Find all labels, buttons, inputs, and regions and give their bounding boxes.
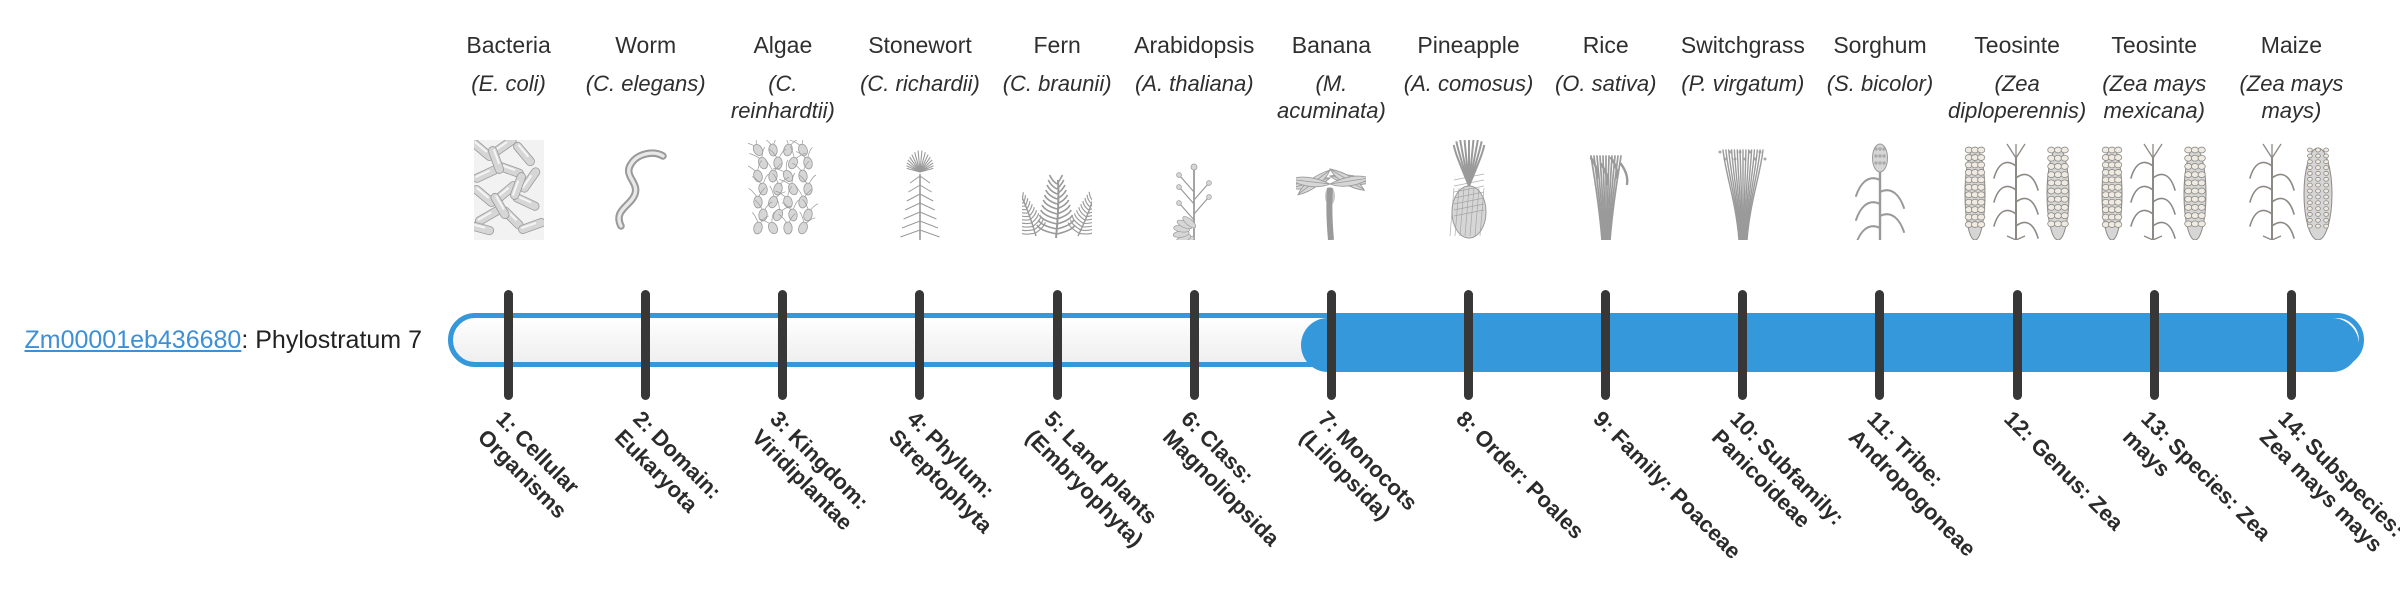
species-common-name: Teosinte	[1974, 32, 2060, 58]
species-latin-name: (C. richardii)	[860, 71, 980, 96]
rice-illustration	[1537, 130, 1674, 240]
teosinte-illustration	[1949, 130, 2086, 240]
species-common-name: Bacteria	[466, 32, 551, 58]
species-column: Switchgrass (P. virgatum)	[1674, 30, 1811, 300]
species-latin-name: (Zea diploperennis)	[1948, 71, 2087, 123]
progress-fill	[1300, 318, 2359, 372]
species-column: Teosinte (Zea diploperennis)	[1948, 30, 2087, 300]
species-latin-name: (E. coli)	[471, 71, 546, 96]
stratum-cell: 10: Subfamily: Panicoideae	[1674, 400, 1849, 580]
fern-illustration	[989, 130, 1126, 240]
worm-illustration	[577, 130, 714, 240]
species-common-name: Rice	[1582, 32, 1629, 58]
species-common-name: Pineapple	[1417, 32, 1520, 58]
species-latin-name: (S. bicolor)	[1826, 71, 1934, 96]
species-column: Banana (M. acuminata)	[1263, 30, 1400, 300]
species-common-name: Worm	[615, 32, 677, 58]
algae-illustration	[714, 130, 851, 240]
stratum-label-row: 1: Cellular Organisms 2: Domain: Eukaryot…	[440, 400, 2400, 580]
pineapple-illustration	[1400, 130, 1537, 240]
species-common-name: Stonewort	[868, 32, 972, 58]
species-common-name: Maize	[2260, 32, 2323, 58]
teosinte-illustration	[2086, 130, 2223, 240]
species-column: Worm (C. elegans)	[577, 30, 714, 300]
banana-illustration	[1263, 130, 1400, 240]
species-column: Fern (C. braunii)	[989, 30, 1126, 300]
species-latin-name: (A. comosus)	[1403, 71, 1534, 96]
stratum-cell: 2: Domain: Eukaryota	[577, 400, 726, 580]
species-column: Pineapple (A. comosus)	[1400, 30, 1537, 300]
stratum-cell: 3: Kingdom: Viridiplantae	[714, 400, 874, 580]
species-header-row: Bacteria (E. coli) Worm (C. elegans) Algae (C…	[440, 30, 2360, 300]
stratum-cell: 4: Phylum: Streptophyta	[851, 400, 1000, 580]
species-latin-name: (Zea mays mays)	[2239, 71, 2344, 123]
arabidopsis-illustration	[1126, 130, 1263, 240]
species-column: Arabidopsis (A. thaliana)	[1126, 30, 1263, 300]
species-latin-name: (C. elegans)	[585, 71, 706, 96]
species-column: Bacteria (E. coli)	[440, 30, 577, 300]
species-latin-name: (A. thaliana)	[1134, 71, 1254, 96]
species-common-name: Banana	[1291, 32, 1372, 58]
species-column: Maize (Zea mays mays)	[2223, 30, 2360, 300]
species-latin-name: (C. reinhardtii)	[730, 71, 835, 123]
switchgrass-illustration	[1674, 130, 1811, 240]
species-latin-name: (O. sativa)	[1554, 71, 1657, 96]
stonewort-illustration	[851, 130, 988, 240]
species-latin-name: (C. braunii)	[1002, 71, 1112, 96]
bacteria-illustration	[440, 130, 577, 240]
maize-illustration	[2223, 130, 2360, 240]
species-column: Algae (C. reinhardtii)	[714, 30, 851, 300]
species-common-name: Fern	[1033, 32, 1081, 58]
stratum-cell: 7: Monocots (Liliopsida)	[1263, 400, 1423, 580]
stratum-cell: 1: Cellular Organisms	[440, 400, 584, 580]
species-common-name: Teosinte	[2111, 32, 2198, 58]
stratum-cell: 14: Subspecies: Zea mays mays	[2223, 400, 2400, 580]
progress-track	[448, 313, 2364, 372]
species-latin-name: (Zea mays mexicana)	[2102, 71, 2207, 123]
species-latin-name: (P. virgatum)	[1681, 71, 1805, 96]
species-common-name: Arabidopsis	[1134, 32, 1255, 58]
species-column: Rice (O. sativa)	[1537, 30, 1674, 300]
species-common-name: Switchgrass	[1680, 32, 1805, 58]
gene-phylostratum-label: Zm00001eb436680: Phylostratum 7	[0, 325, 440, 355]
phylostratum-value: Phylostratum 7	[255, 326, 422, 354]
stratum-cell: 11: Tribe: Andropogoneae	[1811, 400, 1981, 580]
stratum-cell: 6: Class: Magnoliopsida	[1126, 400, 1285, 580]
gene-label-separator: :	[241, 326, 256, 354]
stratum-cell: 8: Order: Poales	[1400, 400, 1589, 580]
species-column: Teosinte (Zea mays mexicana)	[2086, 30, 2223, 300]
stratum-cell: 9: Family: Poaceae	[1537, 400, 1746, 580]
stratum-cell: 5: Land plants (Embryophyta)	[989, 400, 1163, 580]
species-column: Sorghum (S. bicolor)	[1811, 30, 1948, 300]
sorghum-illustration	[1811, 130, 1948, 240]
species-latin-name: (M. acuminata)	[1276, 71, 1386, 123]
stratum-cell: 12: Genus: Zea	[1949, 400, 2128, 580]
species-common-name: Sorghum	[1833, 32, 1927, 58]
stratum-label-14: 14: Subspecies: Zea mays mays	[2255, 406, 2400, 558]
species-common-name: Algae	[753, 32, 813, 58]
stratum-cell: 13: Species: Zea mays	[2086, 400, 2276, 580]
species-column: Stonewort (C. richardii)	[851, 30, 988, 300]
phylostratum-progress-bar[interactable]	[448, 313, 2364, 372]
gene-id-link[interactable]: Zm00001eb436680	[24, 326, 242, 354]
